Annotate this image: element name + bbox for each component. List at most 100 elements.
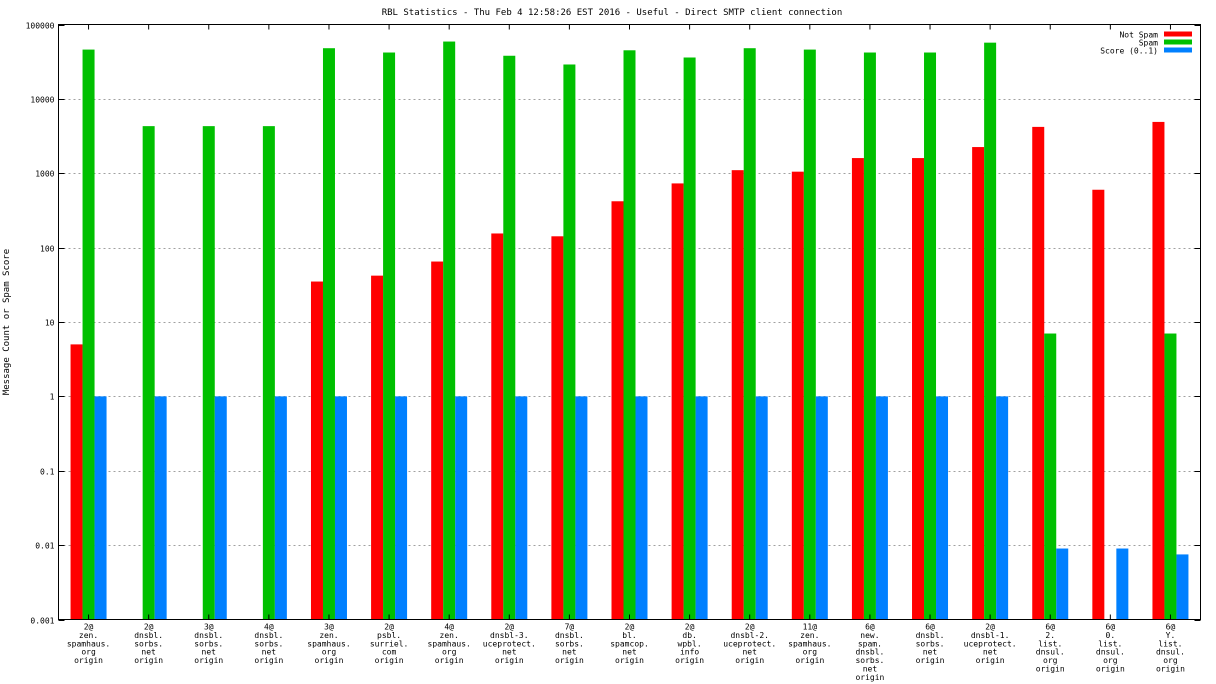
x-category-label-line: origin — [855, 673, 884, 682]
bar-spam — [322, 48, 335, 620]
x-category-label-line: Y. — [1166, 631, 1176, 640]
x-category-label-line: zen. — [440, 631, 459, 640]
x-category-label-line: 0. — [1106, 631, 1116, 640]
bar-spam — [683, 57, 696, 620]
bar-not-spam — [671, 183, 684, 620]
x-category-label-line: origin — [1096, 665, 1125, 674]
y-axis-ticks: 100000 10000 1000 100 10 1 0.1 0.01 0.001 — [26, 22, 1201, 626]
x-category-label-line: 3@ — [204, 623, 214, 632]
x-category-label-line: info — [680, 648, 699, 657]
bar-not-spam — [491, 233, 504, 620]
x-category-label-line: 2@ — [745, 623, 755, 632]
bar-score-0-1 — [1116, 548, 1129, 620]
x-category-label-line: 2@ — [685, 623, 695, 632]
bar-not-spam — [791, 171, 804, 620]
x-category-label-line: origin — [735, 656, 764, 665]
x-category-label-line: net — [622, 648, 637, 657]
bar-score-0-1 — [695, 396, 708, 620]
x-category-label-line: dnsbl-2. — [730, 631, 769, 640]
bar-spam — [202, 126, 215, 620]
x-category-label-line: net — [262, 648, 277, 657]
bar-spam — [743, 48, 756, 620]
bar-score-0-1 — [515, 396, 528, 620]
x-category-label-line: origin — [435, 656, 464, 665]
y-tick-label: 1 — [50, 393, 55, 402]
x-category-label-line: 6@ — [1045, 623, 1055, 632]
x-category-label-line: origin — [916, 656, 945, 665]
y-tick-label: 1000 — [35, 170, 54, 179]
x-category-label-line: spamhaus. — [67, 639, 110, 648]
x-category-label: 7@ dnsbl. sorbs. net origin — [555, 623, 584, 666]
y-tick-label: 0.1 — [40, 468, 55, 477]
x-category-label: 4@ zen. spamhaus. org origin — [428, 623, 471, 666]
x-category-label-line: origin — [675, 656, 704, 665]
bar-spam — [503, 55, 516, 620]
legend-swatch — [1164, 31, 1192, 37]
bar-spam — [623, 50, 636, 620]
x-category-label: 2@ bl. spamcop. net origin — [610, 623, 649, 666]
bar-score-0-1 — [154, 396, 167, 620]
bar-spam — [863, 52, 876, 620]
x-category-label-line: 6@ — [1106, 623, 1116, 632]
x-category-label: 3@ zen. spamhaus. org origin — [307, 623, 350, 666]
bar-not-spam — [611, 201, 624, 620]
x-category-label: 2@ dnsbl-1. uceprotect. net origin — [964, 623, 1017, 666]
x-category-label-line: sorbs. — [855, 656, 884, 665]
x-category-label-line: zen. — [79, 631, 98, 640]
y-axis-label: Message Count or Spam Score — [2, 249, 12, 395]
x-category-label-line: dnsul. — [1096, 648, 1125, 657]
x-category-label-line: net — [202, 648, 217, 657]
bar-not-spam — [851, 158, 864, 620]
bar-score-0-1 — [395, 396, 408, 620]
bar-not-spam — [70, 344, 83, 620]
x-category-label: 2@ psbl. surriel. com origin — [370, 623, 409, 666]
x-category-label-line: 2. — [1045, 631, 1055, 640]
bar-score-0-1 — [1056, 548, 1069, 620]
x-category-label-line: dnsbl. — [555, 631, 584, 640]
bar-score-0-1 — [875, 396, 888, 620]
x-category-label-line: origin — [375, 656, 404, 665]
x-category-label-line: 2@ — [985, 623, 995, 632]
x-category-label-line: 11@ — [803, 623, 818, 632]
x-category-label: 2@ dnsbl-2. uceprotect. net origin — [723, 623, 776, 666]
x-category-label-line: spamhaus. — [428, 639, 471, 648]
x-category-label-line: sorbs. — [916, 639, 945, 648]
x-category-label-line: surriel. — [370, 639, 409, 648]
x-category-label-line: 6@ — [1166, 623, 1176, 632]
bar-not-spam — [972, 147, 985, 620]
x-category-label-line: org — [1043, 656, 1058, 665]
x-category-label-line: sorbs. — [555, 639, 584, 648]
x-category-label-line: db. — [682, 631, 696, 640]
x-category-label: 6@ Y. list. dnsul. org origin — [1156, 623, 1185, 674]
bar-score-0-1 — [575, 396, 588, 620]
bar-spam — [803, 49, 816, 620]
x-category-label-line: origin — [795, 656, 824, 665]
x-category-label-line: dnsbl-3. — [490, 631, 529, 640]
bar-score-0-1 — [94, 396, 107, 620]
x-category-label-line: origin — [194, 656, 223, 665]
bar-not-spam — [310, 281, 323, 620]
x-category-label: 6@ 2. list. dnsul. org origin — [1036, 623, 1065, 674]
x-category-label: 3@ dnsbl. sorbs. net origin — [194, 623, 223, 666]
x-category-label-line: 4@ — [444, 623, 454, 632]
y-tick-label: 10000 — [30, 96, 54, 105]
bar-not-spam — [1092, 189, 1105, 620]
bar-spam — [383, 52, 396, 620]
chart-title: RBL Statistics - Thu Feb 4 12:58:26 EST … — [382, 8, 843, 18]
x-category-label-line: sorbs. — [134, 639, 163, 648]
y-tick-label: 0.01 — [35, 542, 54, 551]
x-category-label-line: 6@ — [925, 623, 935, 632]
x-category-label-line: spamcop. — [610, 639, 649, 648]
bar-score-0-1 — [274, 396, 287, 620]
x-category-label-line: org — [81, 648, 96, 657]
bar-spam — [984, 42, 997, 620]
x-category-label-line: origin — [254, 656, 283, 665]
x-category-label-line: net — [141, 648, 156, 657]
x-category-label: 2@ dnsbl-3. uceprotect. net origin — [483, 623, 536, 666]
bar-not-spam — [1152, 121, 1165, 620]
x-category-label-line: org — [1103, 656, 1118, 665]
bar-not-spam — [431, 261, 444, 620]
x-category-label-line: org — [1163, 656, 1178, 665]
x-category-label-line: wpbl. — [678, 639, 702, 648]
